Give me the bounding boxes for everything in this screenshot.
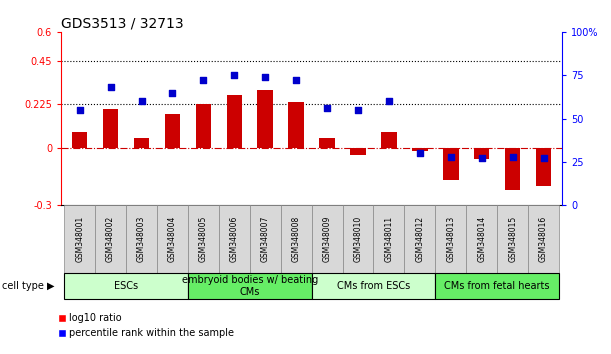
Text: GSM348009: GSM348009: [323, 216, 332, 262]
FancyBboxPatch shape: [343, 205, 373, 273]
Point: [322, 105, 332, 111]
Bar: [72, 132, 87, 148]
Bar: [536, 148, 551, 186]
Bar: [165, 114, 180, 148]
Point: [106, 85, 115, 90]
FancyBboxPatch shape: [188, 205, 219, 273]
Point: [353, 107, 363, 113]
FancyBboxPatch shape: [64, 273, 188, 299]
FancyBboxPatch shape: [435, 205, 466, 273]
FancyBboxPatch shape: [312, 205, 343, 273]
Text: GSM348006: GSM348006: [230, 216, 239, 262]
Text: GSM348008: GSM348008: [291, 216, 301, 262]
Point: [446, 154, 456, 160]
Text: GSM348011: GSM348011: [384, 216, 393, 262]
Text: GSM348002: GSM348002: [106, 216, 115, 262]
Point: [167, 90, 177, 96]
Text: GSM348004: GSM348004: [168, 216, 177, 262]
Text: cell type ▶: cell type ▶: [2, 281, 55, 291]
Text: GSM348005: GSM348005: [199, 216, 208, 262]
Text: GSM348016: GSM348016: [539, 216, 548, 262]
FancyBboxPatch shape: [219, 205, 250, 273]
Point: [260, 74, 270, 80]
Bar: [350, 148, 366, 155]
Text: GDS3513 / 32713: GDS3513 / 32713: [61, 17, 184, 31]
Text: GSM348012: GSM348012: [415, 216, 425, 262]
Text: CMs from ESCs: CMs from ESCs: [337, 281, 410, 291]
Bar: [320, 138, 335, 148]
Bar: [443, 148, 458, 180]
Point: [199, 78, 208, 83]
FancyBboxPatch shape: [435, 273, 559, 299]
FancyBboxPatch shape: [157, 205, 188, 273]
Bar: [505, 148, 521, 190]
Point: [539, 156, 549, 161]
Bar: [134, 138, 149, 148]
Point: [291, 78, 301, 83]
FancyBboxPatch shape: [497, 205, 528, 273]
FancyBboxPatch shape: [528, 205, 559, 273]
FancyBboxPatch shape: [312, 273, 435, 299]
Legend: log10 ratio, percentile rank within the sample: log10 ratio, percentile rank within the …: [54, 309, 238, 342]
Text: GSM348010: GSM348010: [354, 216, 362, 262]
Text: GSM348013: GSM348013: [446, 216, 455, 262]
Bar: [288, 102, 304, 148]
Point: [508, 154, 518, 160]
FancyBboxPatch shape: [373, 205, 404, 273]
Point: [415, 150, 425, 156]
Text: GSM348001: GSM348001: [75, 216, 84, 262]
Text: GSM348007: GSM348007: [261, 216, 269, 262]
Point: [137, 98, 147, 104]
Text: CMs from fetal hearts: CMs from fetal hearts: [444, 281, 550, 291]
Text: ESCs: ESCs: [114, 281, 138, 291]
FancyBboxPatch shape: [404, 205, 435, 273]
FancyBboxPatch shape: [280, 205, 312, 273]
Text: GSM348003: GSM348003: [137, 216, 146, 262]
Bar: [227, 96, 242, 148]
Text: embryoid bodies w/ beating
CMs: embryoid bodies w/ beating CMs: [181, 275, 318, 297]
FancyBboxPatch shape: [250, 205, 280, 273]
Bar: [103, 109, 119, 148]
FancyBboxPatch shape: [466, 205, 497, 273]
Point: [384, 98, 394, 104]
Bar: [257, 90, 273, 148]
Bar: [474, 148, 489, 159]
Point: [229, 73, 239, 78]
FancyBboxPatch shape: [126, 205, 157, 273]
Bar: [381, 132, 397, 148]
Text: GSM348014: GSM348014: [477, 216, 486, 262]
Bar: [412, 148, 428, 152]
Text: GSM348015: GSM348015: [508, 216, 517, 262]
Point: [75, 107, 84, 113]
Bar: [196, 104, 211, 148]
FancyBboxPatch shape: [188, 273, 312, 299]
Point: [477, 156, 486, 161]
FancyBboxPatch shape: [64, 205, 95, 273]
FancyBboxPatch shape: [95, 205, 126, 273]
